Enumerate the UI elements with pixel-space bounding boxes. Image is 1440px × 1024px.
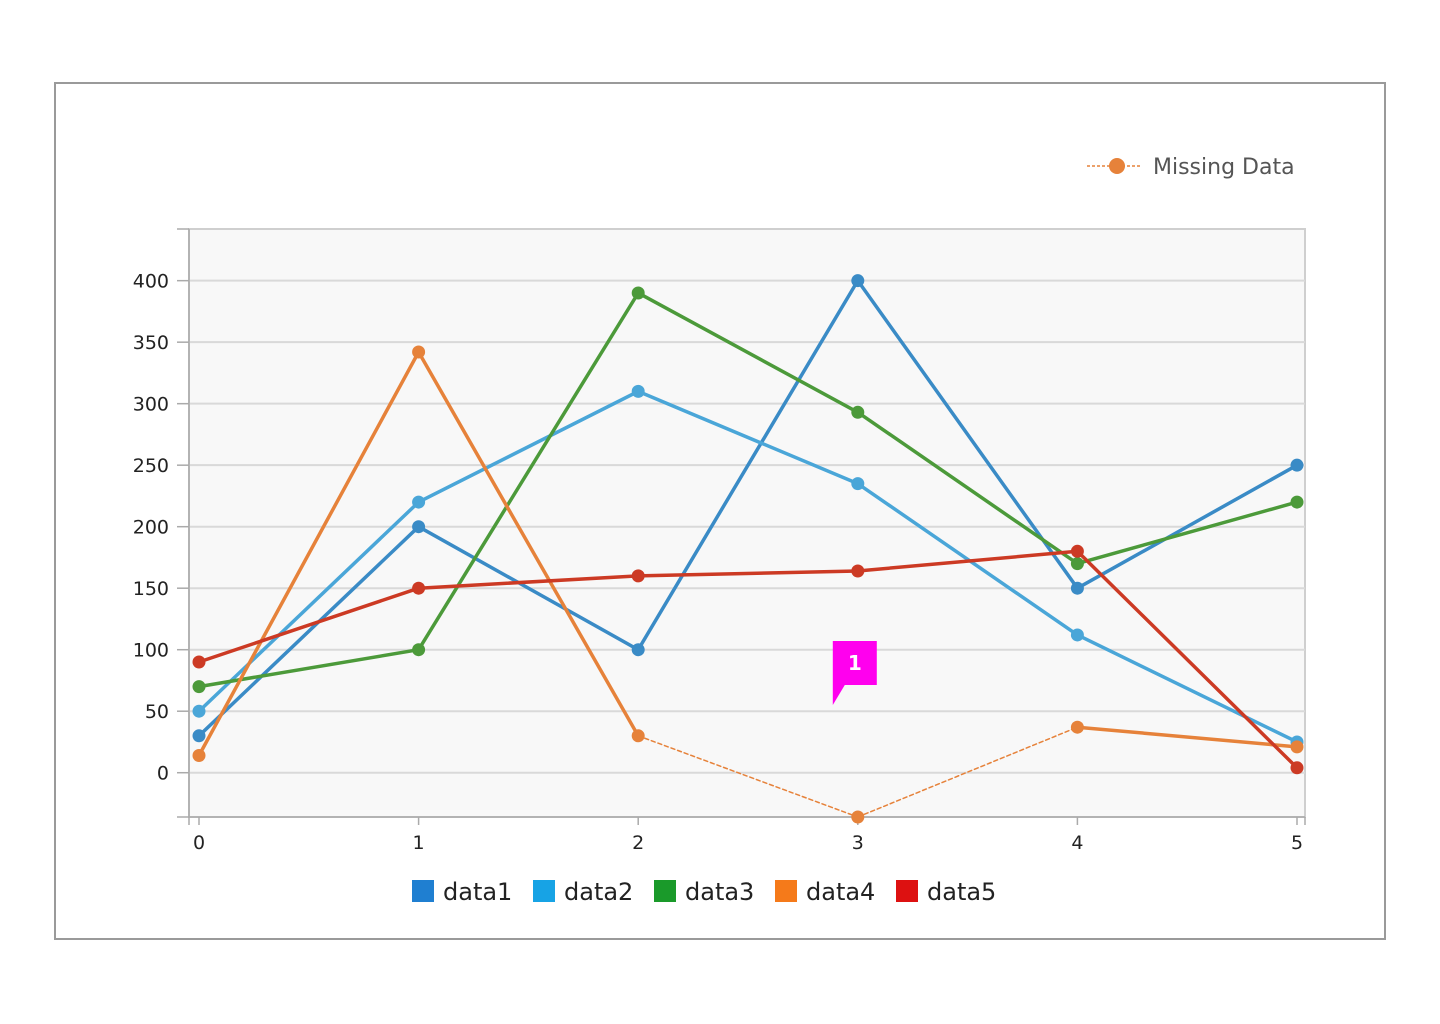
legend-item-data2: data2	[533, 878, 633, 906]
legend-swatch	[654, 880, 676, 902]
data-point-data1	[192, 729, 206, 743]
series-segment	[197, 524, 421, 738]
data-point-data4	[1290, 740, 1304, 754]
line-chart: 0 50 100 150 200 250 300 350 400 0 1 2 3 4 5 1 data1 da…	[133, 155, 1306, 906]
series-segment	[1075, 725, 1299, 749]
series-segment	[636, 389, 860, 486]
data-point-data3	[631, 286, 645, 300]
series-segment	[636, 278, 860, 652]
legend-label: data3	[685, 878, 754, 906]
data-point-data5	[1290, 761, 1304, 775]
series-segment	[416, 524, 640, 652]
data-point-data1	[851, 274, 865, 288]
data-point-data5	[1070, 544, 1084, 558]
data-point-data1	[631, 643, 645, 657]
data-point-data4	[631, 729, 645, 743]
legend-label: data5	[927, 878, 996, 906]
annotation-flag-shape	[832, 641, 877, 706]
series-data3	[192, 286, 1304, 694]
y-tick-label: 200	[133, 517, 169, 539]
legend-item-data5: data5	[896, 878, 996, 906]
legend-swatch	[412, 880, 434, 902]
data-point-data2	[631, 384, 645, 398]
data-point-data3	[192, 680, 206, 694]
data-point-data5	[851, 564, 865, 578]
legend-swatch	[533, 880, 555, 902]
missing-data-legend: Missing Data	[1087, 155, 1295, 180]
x-tick-label: 5	[1291, 832, 1303, 854]
data-point-data2	[192, 704, 206, 718]
legend-item-data3: data3	[654, 878, 754, 906]
series-data2	[192, 384, 1304, 749]
legend-label: data1	[443, 878, 512, 906]
x-tick-label: 1	[413, 832, 425, 854]
y-tick-label: 50	[145, 701, 169, 723]
series-segment	[636, 291, 860, 415]
legend-label: data4	[806, 878, 875, 906]
series-segment	[856, 410, 1080, 566]
data-point-data5	[192, 655, 206, 669]
data-point-data4	[192, 748, 206, 762]
x-tick-label: 3	[852, 832, 864, 854]
data-point-data4	[851, 810, 865, 824]
data-point-data1	[412, 520, 426, 534]
data-point-data3	[851, 405, 865, 419]
series-data4	[192, 345, 1304, 824]
series-segment-missing	[637, 735, 859, 818]
data-point-data3	[412, 643, 426, 657]
chart-frame: 0 50 100 150 200 250 300 350 400 0 1 2 3 4 5 1 data1 da…	[54, 82, 1386, 940]
missing-data-legend-label: Missing Data	[1153, 155, 1295, 180]
x-tick-label: 2	[632, 832, 644, 854]
data-point-data2	[851, 477, 865, 491]
y-tick-label: 150	[133, 578, 169, 600]
data-point-data3	[1290, 495, 1304, 509]
series-segment	[416, 574, 640, 590]
missing-data-legend-marker	[1109, 158, 1125, 174]
annotation-label: 1	[848, 651, 862, 675]
legend-swatch	[896, 880, 918, 902]
data-point-data3	[1070, 557, 1084, 571]
legend-label: data2	[564, 878, 633, 906]
series-segment	[856, 549, 1080, 573]
y-tick-label: 0	[157, 763, 169, 785]
legend-item-data4: data4	[775, 878, 875, 906]
x-tick-label: 0	[193, 832, 205, 854]
series-segment-missing	[857, 726, 1079, 818]
y-tick-label: 250	[133, 455, 169, 477]
y-tick-label: 100	[133, 640, 169, 662]
series-segment	[856, 481, 1080, 637]
data-point-data2	[1070, 628, 1084, 642]
plot-area	[188, 228, 1306, 818]
legend-item-data1: data1	[412, 878, 512, 906]
series-segment	[197, 586, 421, 664]
data-point-data1	[1290, 458, 1304, 472]
series-segment	[1075, 500, 1299, 566]
series-segment	[416, 350, 640, 738]
y-tick-label: 350	[133, 332, 169, 354]
series-segment	[1075, 549, 1299, 770]
series-data1	[192, 274, 1304, 743]
series-segment	[197, 647, 421, 689]
series-segment	[416, 389, 640, 504]
data-point-data5	[412, 581, 426, 595]
data-point-data1	[1070, 581, 1084, 595]
series-segment	[416, 291, 640, 652]
data-point-data4	[1070, 720, 1084, 734]
legend-swatch	[775, 880, 797, 902]
series-segment	[1075, 633, 1299, 744]
y-tick-label: 400	[133, 271, 169, 293]
data-point-data5	[631, 569, 645, 583]
series-segment	[197, 500, 421, 713]
series-segment	[636, 569, 860, 578]
series-segment	[197, 350, 421, 758]
x-tick-label: 4	[1071, 832, 1083, 854]
series-data5	[192, 544, 1304, 775]
y-tick-label: 300	[133, 394, 169, 416]
data-point-data2	[412, 495, 426, 509]
data-point-data4	[412, 345, 426, 359]
series-segment	[1075, 463, 1299, 590]
annotation-flag: 1	[832, 641, 877, 706]
